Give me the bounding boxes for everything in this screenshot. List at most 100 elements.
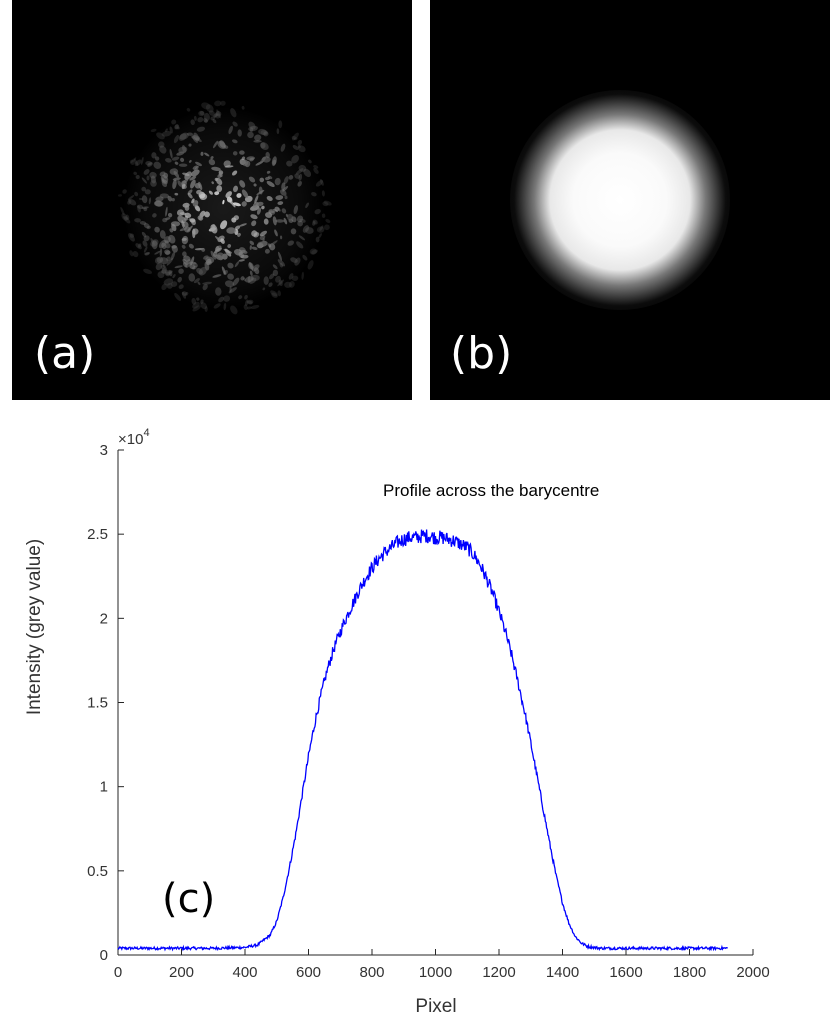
speckle-grain — [178, 163, 188, 167]
x-tick-label: 2000 — [736, 964, 769, 981]
speckle-grain — [167, 195, 173, 202]
speckle-grain — [154, 257, 162, 264]
speckle-grain — [160, 269, 167, 274]
speckle-grain — [298, 235, 306, 241]
speckle-grain — [254, 195, 259, 204]
speckle-grain — [190, 179, 196, 189]
speckle-grain — [208, 190, 213, 195]
profile-annotation: Profile across the barycentre — [383, 481, 599, 500]
speckle-grain — [192, 228, 199, 235]
speckle-grain — [166, 283, 173, 289]
speckle-grain — [204, 306, 208, 312]
speckle-grain — [203, 118, 208, 123]
speckle-grain — [169, 228, 174, 233]
speckle-grain — [130, 157, 137, 163]
speckle-grain — [143, 169, 150, 175]
speckle-grain — [164, 249, 171, 255]
speckle-grain — [208, 158, 216, 166]
speckle-grain — [177, 276, 182, 283]
speckle-image-panel: (a) — [12, 0, 412, 400]
speckle-grain — [283, 176, 289, 185]
speckle-grain — [291, 155, 299, 164]
speckle-grain — [188, 159, 192, 163]
speckle-grain — [272, 216, 277, 226]
y-tick-label: 2 — [100, 610, 108, 627]
speckle-grain — [248, 125, 258, 132]
speckle-grain — [246, 306, 252, 310]
speckle-grain — [292, 144, 299, 151]
speckle-grain — [181, 244, 186, 249]
speckle-grain — [181, 183, 186, 190]
speckle-grain — [211, 166, 221, 172]
speckle-grain — [297, 220, 303, 227]
speckle-grain — [288, 175, 294, 180]
speckle-grain — [313, 165, 319, 169]
speckle-grain — [262, 238, 265, 242]
speckle-grain — [193, 278, 200, 284]
speckle-grain — [202, 281, 212, 285]
speckle-grain — [174, 124, 179, 130]
speckle-grain — [319, 225, 324, 231]
speckle-grain — [190, 119, 195, 126]
speckle-grain — [181, 291, 188, 296]
speckle-grain — [311, 192, 317, 197]
speckle-grain — [315, 180, 324, 187]
speckle-grain — [181, 220, 185, 229]
speckle-grain — [213, 251, 218, 257]
speckle-grain — [243, 304, 248, 310]
y-tick-label: 1.5 — [87, 695, 108, 712]
speckle-grain — [129, 159, 135, 165]
speckle-grain — [316, 226, 325, 233]
speckle-grain — [191, 169, 200, 177]
speckle-grain — [144, 189, 151, 195]
speckle-grain — [200, 151, 204, 156]
speckle-grain — [177, 180, 182, 187]
speckle-grain — [160, 264, 165, 270]
speckle-grain — [169, 270, 173, 274]
speckle-grain — [278, 251, 282, 261]
speckle-grain — [186, 108, 191, 112]
speckle-grain — [196, 126, 206, 132]
speckle-grain — [191, 198, 195, 204]
speckle-grain — [137, 205, 141, 213]
speckle-grain — [216, 185, 223, 193]
speckle-grain — [237, 232, 241, 237]
speckle-grain — [279, 235, 283, 240]
speckle-grain — [276, 128, 280, 135]
speckle-grain — [311, 249, 318, 255]
speckle-grain — [169, 126, 173, 134]
speckle-grain — [289, 281, 295, 288]
speckle-grain — [277, 207, 281, 212]
speckle-grain — [162, 217, 168, 223]
speckle-grain — [212, 274, 222, 278]
speckle-grain — [293, 205, 299, 215]
speckle-grain — [201, 102, 211, 110]
speckle-grain — [323, 200, 332, 206]
speckle-grain — [193, 165, 199, 172]
speckle-grain — [249, 127, 254, 132]
speckle-grain — [191, 298, 197, 305]
speckle-grain — [271, 156, 277, 167]
gaussian-spot-image-panel: (b) — [430, 0, 830, 400]
speckle-grain — [164, 128, 168, 133]
speckle-grain — [183, 255, 191, 262]
intensity-profile-chart: 0 200 400 600 800 1000 1200 1400 1600 1800 2000 0 0.… — [24, 427, 770, 1017]
speckle-grain — [156, 256, 164, 264]
speckle-grain — [288, 273, 294, 280]
speckle-grain — [148, 197, 152, 205]
speckle-grain — [217, 140, 227, 150]
speckle-grain — [226, 196, 232, 203]
speckle-grain — [251, 264, 260, 272]
speckle-grain — [169, 148, 173, 159]
x-tick-label: 600 — [296, 964, 321, 981]
speckle-grain — [227, 273, 234, 280]
speckle-grain — [241, 189, 249, 198]
speckle-grain — [270, 290, 278, 297]
speckle-grain — [134, 159, 142, 167]
speckle-grain — [302, 225, 310, 233]
speckle-grain — [296, 241, 304, 249]
speckle-grain — [215, 111, 222, 117]
speckle-grain — [164, 270, 171, 277]
speckle-grain — [298, 173, 303, 181]
speckle-grain — [161, 268, 166, 274]
